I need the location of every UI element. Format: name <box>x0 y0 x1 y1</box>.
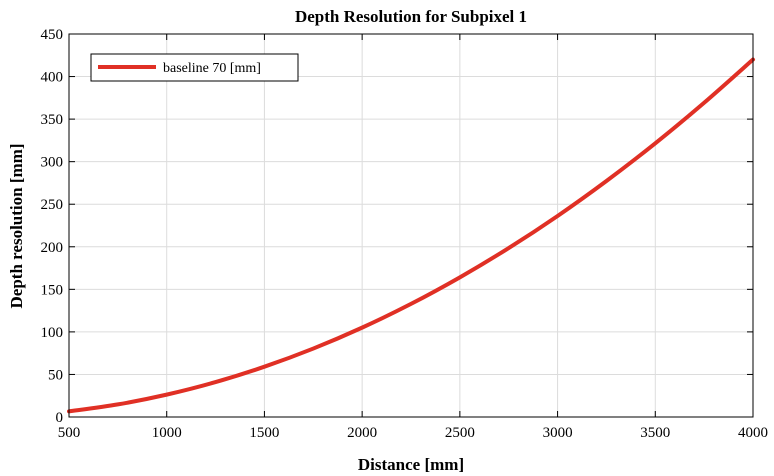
x-tick-label: 2000 <box>347 425 377 441</box>
x-tick-label: 3000 <box>543 425 573 441</box>
x-tick-labels: 500 1000 1500 2000 2500 3000 3500 4000 <box>58 425 768 441</box>
y-tick-label: 450 <box>41 27 64 43</box>
x-tick-label: 500 <box>58 425 81 441</box>
y-axis-label: Depth resolution [mm] <box>7 144 26 309</box>
y-tick-label: 50 <box>48 367 63 383</box>
y-tick-label: 100 <box>41 325 64 341</box>
plot-frame <box>68 33 754 418</box>
grid <box>68 33 754 418</box>
y-tick-label: 300 <box>41 155 64 171</box>
x-tick-label: 2500 <box>445 425 475 441</box>
x-tick-label: 1500 <box>249 425 279 441</box>
legend-label: baseline 70 [mm] <box>163 61 261 76</box>
y-tick-label: 150 <box>41 282 64 298</box>
x-tick-label: 1000 <box>152 425 182 441</box>
x-axis-label: Distance [mm] <box>358 455 464 474</box>
axis-ticks <box>68 33 754 418</box>
legend: baseline 70 [mm] <box>90 53 299 82</box>
y-tick-label: 0 <box>56 410 64 426</box>
y-tick-label: 250 <box>41 197 64 213</box>
y-tick-label: 400 <box>41 70 64 86</box>
x-tick-label: 4000 <box>738 425 768 441</box>
y-tick-labels: 0 50 100 150 200 250 300 350 400 450 <box>41 27 64 426</box>
x-tick-label: 3500 <box>640 425 670 441</box>
chart-title: Depth Resolution for Subpixel 1 <box>295 7 527 26</box>
y-tick-label: 200 <box>41 240 64 256</box>
series-line-baseline-70 <box>67 57 755 414</box>
y-tick-label: 350 <box>41 112 64 128</box>
